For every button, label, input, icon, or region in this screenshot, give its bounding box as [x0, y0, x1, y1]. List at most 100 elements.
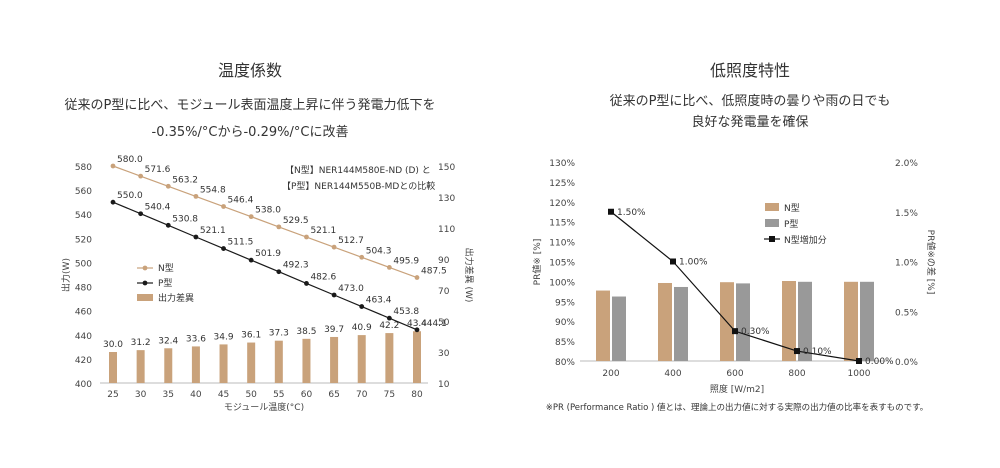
- increment-data-label: 1.00%: [679, 258, 708, 268]
- p-type-data-label: 473.0: [338, 284, 364, 294]
- n-type-data-label: 512.7: [338, 236, 364, 246]
- increment-point: [670, 258, 676, 265]
- y-tick-label: 115%: [549, 219, 575, 229]
- x-tick-label: 30: [135, 390, 147, 400]
- pr-footnote: ※PR (Performance Ratio ) 値とは、理論上の出力値に対する…: [546, 402, 928, 413]
- x-tick-label: 800: [788, 369, 805, 379]
- x-tick-label: 70: [356, 390, 368, 400]
- n-type-data-label: 529.5: [283, 216, 309, 226]
- y2-tick-label: 1.0%: [895, 259, 918, 269]
- x-tick-label: 80: [411, 390, 423, 400]
- y-tick-label: 90%: [555, 318, 575, 328]
- y-axis-label: 出力(W): [60, 258, 72, 292]
- diff-bar: [413, 331, 421, 383]
- legend-p-swatch-dot: [142, 280, 148, 286]
- n-type-point: [165, 183, 171, 189]
- x-axis-label: 照度 [W/m2]: [710, 383, 764, 395]
- y2-tick-label: 130: [438, 194, 455, 204]
- p-type-data-label: 521.1: [200, 226, 226, 236]
- y-tick-label: 125%: [549, 179, 575, 189]
- p-type-data-label: 444.1: [421, 319, 447, 329]
- x-tick-label: 50: [245, 390, 257, 400]
- legend-diff-swatch: [137, 294, 153, 301]
- diff-bar-label: 33.6: [186, 334, 206, 344]
- legend-n-label: N型: [158, 263, 174, 274]
- y-tick-label: 110%: [549, 239, 575, 249]
- n-type-data-label: 487.5: [421, 267, 447, 277]
- diff-bar-label: 36.1: [241, 331, 261, 341]
- n-type-point: [221, 204, 226, 209]
- p-type-point: [193, 234, 199, 240]
- y2-tick-label: 0.5%: [895, 308, 918, 318]
- p-type-bar: [612, 296, 626, 361]
- x-tick-label: 1000: [848, 369, 871, 379]
- n-type-point: [386, 264, 392, 270]
- diff-bar-label: 37.3: [269, 329, 289, 339]
- diff-bar-label: 43.4: [407, 319, 427, 329]
- y2-tick-label: 150: [438, 163, 455, 173]
- n-type-data-label: 538.0: [255, 206, 281, 216]
- p-type-line: [112, 201, 418, 331]
- y-tick-label: 400: [75, 380, 92, 390]
- n-type-data-label: 580.0: [117, 155, 143, 165]
- diff-bar-label: 42.2: [379, 321, 399, 331]
- p-type-bar: [798, 281, 812, 361]
- x-tick-label: 600: [726, 369, 743, 379]
- diff-bar-label: 32.4: [158, 336, 178, 346]
- x-tick-label: 65: [328, 390, 339, 400]
- n-type-point: [248, 214, 254, 220]
- legend-increment-swatch-marker: [769, 236, 775, 242]
- increment-data-label: 1.50%: [617, 208, 646, 218]
- y-tick-label: 120%: [549, 199, 575, 209]
- y2-axis-label: 出力差異 (W): [463, 248, 475, 303]
- p-type-point: [386, 315, 392, 321]
- legend-p-label: P型: [158, 278, 172, 289]
- legend-n-label: N型: [784, 203, 800, 214]
- x-axis-label: モジュール温度(°C): [224, 401, 304, 413]
- y2-tick-label: 30: [438, 349, 450, 359]
- n-type-line: [112, 165, 418, 279]
- n-type-bar: [596, 290, 610, 361]
- p-type-data-label: 463.4: [366, 296, 392, 306]
- y-tick-label: 560: [75, 187, 92, 197]
- diff-bar: [136, 350, 145, 383]
- right-subtitle-1: 従来のP型に比べ、低照度時の曇りや雨の日でも: [609, 94, 891, 109]
- p-type-data-label: 550.0: [117, 191, 143, 201]
- n-type-data-label: 504.3: [366, 246, 392, 256]
- diff-bar-label: 34.9: [214, 332, 234, 342]
- left-subtitle-1: 従来のP型に比べ、モジュール表面温度上昇に伴う発電力低下を: [64, 98, 436, 113]
- right-title: 低照度特性: [709, 61, 790, 80]
- low-irradiance-chart: 80% 85% 90% 95% 100% 105% 110% 115% 120% 125% 130%…: [531, 159, 937, 413]
- diff-bar: [164, 348, 173, 383]
- x-tick-label: 60: [301, 390, 313, 400]
- y2-tick-label: 110: [438, 225, 455, 235]
- y-axis-label: PR値※ [%]: [531, 239, 543, 286]
- legend-increment-label: N型増加分: [784, 234, 827, 246]
- increment-point: [856, 358, 862, 364]
- left-title: 温度係数: [217, 61, 282, 80]
- y-tick-label: 520: [75, 235, 92, 245]
- n-type-data-label: 554.8: [200, 185, 226, 195]
- right-subtitle-2: 良好な発電量を確保: [691, 115, 809, 130]
- x-tick-label: 25: [107, 390, 118, 400]
- n-type-data-label: 495.9: [393, 256, 419, 266]
- increment-data-label: 0.10%: [803, 347, 832, 357]
- increment-data-label: 0.00%: [865, 357, 894, 367]
- diff-bar: [219, 344, 228, 383]
- diff-bar: [302, 338, 311, 383]
- y-tick-label: 130%: [549, 159, 575, 169]
- diff-bar-label: 39.7: [324, 325, 344, 335]
- y-tick-label: 100%: [549, 278, 575, 288]
- comparison-note-1: 【N型】NER144M580E-ND (D) と: [285, 165, 431, 176]
- y2-tick-label: 1.5%: [895, 209, 918, 219]
- x-tick-label: 55: [273, 390, 284, 400]
- y-tick-label: 460: [75, 308, 92, 318]
- y-tick-label: 105%: [549, 259, 575, 269]
- p-type-point: [276, 269, 282, 275]
- increment-point: [608, 208, 614, 215]
- p-type-point: [138, 211, 144, 217]
- p-type-point: [165, 222, 171, 228]
- n-type-point: [138, 173, 144, 179]
- diff-bar: [385, 333, 394, 383]
- x-tick-label: 400: [664, 369, 681, 379]
